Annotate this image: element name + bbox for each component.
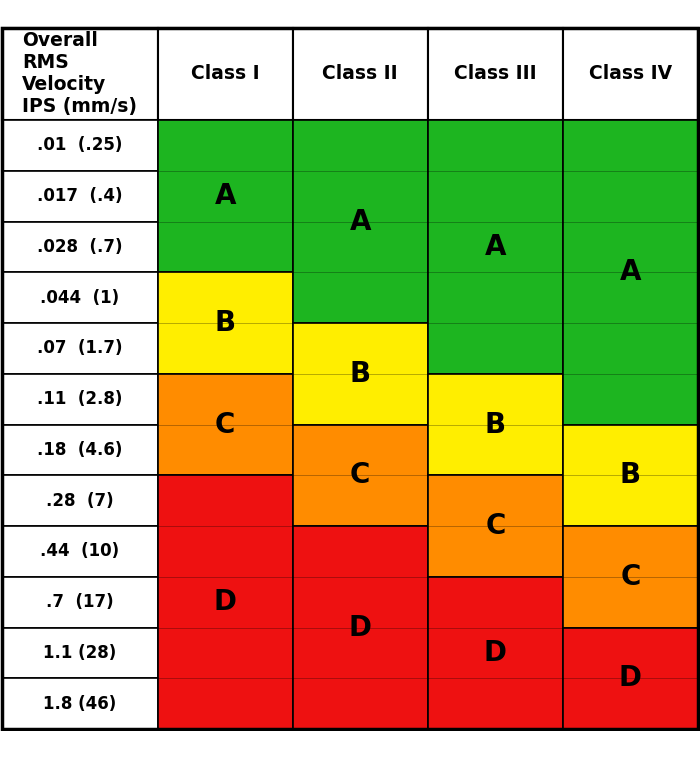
FancyBboxPatch shape xyxy=(2,323,158,374)
FancyBboxPatch shape xyxy=(428,577,563,729)
FancyBboxPatch shape xyxy=(293,526,428,729)
Text: B: B xyxy=(350,360,371,388)
Text: A: A xyxy=(620,258,641,286)
FancyBboxPatch shape xyxy=(563,526,698,628)
FancyBboxPatch shape xyxy=(2,425,158,475)
Text: .01  (.25): .01 (.25) xyxy=(37,136,122,154)
Text: .044  (1): .044 (1) xyxy=(41,288,120,307)
FancyBboxPatch shape xyxy=(563,425,698,526)
Text: .44  (10): .44 (10) xyxy=(41,543,120,560)
FancyBboxPatch shape xyxy=(2,28,158,120)
FancyBboxPatch shape xyxy=(293,28,428,120)
Text: .028  (.7): .028 (.7) xyxy=(37,238,122,256)
Text: Overall
RMS
Velocity
IPS (mm/s): Overall RMS Velocity IPS (mm/s) xyxy=(22,32,137,117)
Text: B: B xyxy=(485,410,506,438)
Text: C: C xyxy=(620,563,641,590)
Text: A: A xyxy=(484,233,506,261)
Text: .07  (1.7): .07 (1.7) xyxy=(37,339,122,357)
FancyBboxPatch shape xyxy=(2,577,158,628)
Text: Class I: Class I xyxy=(191,64,260,83)
Text: B: B xyxy=(620,461,641,489)
Text: .7  (17): .7 (17) xyxy=(46,593,113,611)
Text: .11  (2.8): .11 (2.8) xyxy=(37,390,122,408)
Text: C: C xyxy=(350,461,370,489)
FancyBboxPatch shape xyxy=(2,273,158,323)
Text: Class IV: Class IV xyxy=(589,64,672,83)
FancyBboxPatch shape xyxy=(2,628,158,678)
FancyBboxPatch shape xyxy=(428,374,563,475)
Text: C: C xyxy=(215,410,235,438)
FancyBboxPatch shape xyxy=(563,28,698,120)
Text: .017  (.4): .017 (.4) xyxy=(37,187,122,205)
Text: D: D xyxy=(349,614,372,642)
FancyBboxPatch shape xyxy=(2,526,158,577)
FancyBboxPatch shape xyxy=(158,475,293,729)
FancyBboxPatch shape xyxy=(428,120,563,374)
FancyBboxPatch shape xyxy=(158,120,293,273)
FancyBboxPatch shape xyxy=(563,628,698,729)
FancyBboxPatch shape xyxy=(2,678,158,729)
FancyBboxPatch shape xyxy=(293,120,428,323)
Text: B: B xyxy=(215,309,236,337)
FancyBboxPatch shape xyxy=(428,28,563,120)
FancyBboxPatch shape xyxy=(158,273,293,374)
Text: D: D xyxy=(214,588,237,616)
Text: Class II: Class II xyxy=(323,64,398,83)
Text: 1.1 (28): 1.1 (28) xyxy=(43,644,116,662)
FancyBboxPatch shape xyxy=(2,374,158,425)
Text: .28  (7): .28 (7) xyxy=(46,492,113,509)
FancyBboxPatch shape xyxy=(158,374,293,475)
Text: D: D xyxy=(619,665,642,693)
FancyBboxPatch shape xyxy=(2,120,158,171)
FancyBboxPatch shape xyxy=(563,120,698,425)
Text: D: D xyxy=(484,639,507,667)
FancyBboxPatch shape xyxy=(428,475,563,577)
FancyBboxPatch shape xyxy=(293,425,428,526)
Text: .18  (4.6): .18 (4.6) xyxy=(37,441,122,459)
FancyBboxPatch shape xyxy=(2,171,158,222)
Text: C: C xyxy=(485,512,505,540)
Text: Class III: Class III xyxy=(454,64,537,83)
FancyBboxPatch shape xyxy=(293,323,428,425)
Text: A: A xyxy=(214,182,236,210)
FancyBboxPatch shape xyxy=(2,222,158,273)
Text: 1.8 (46): 1.8 (46) xyxy=(43,695,116,713)
FancyBboxPatch shape xyxy=(2,475,158,526)
Text: A: A xyxy=(349,207,371,235)
FancyBboxPatch shape xyxy=(158,28,293,120)
